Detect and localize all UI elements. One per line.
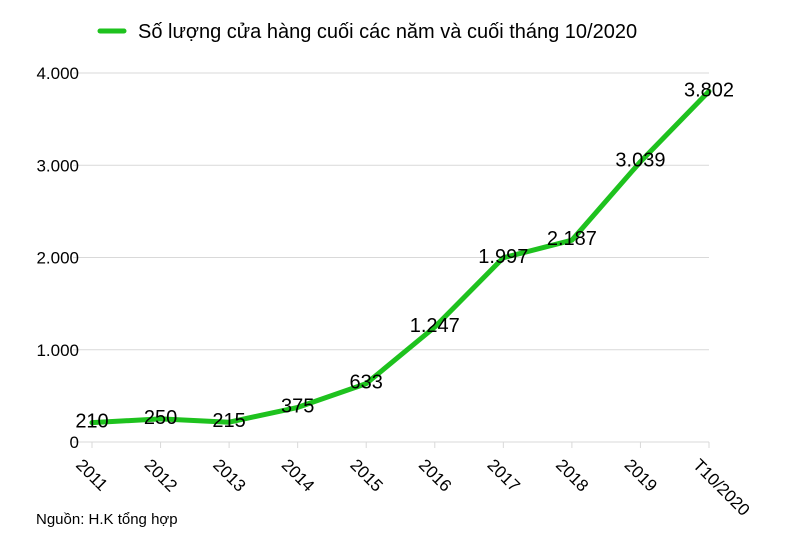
data-label: 3.039 [615, 150, 665, 172]
x-tick-label: 2015 [346, 455, 386, 495]
x-tick-label: 2011 [72, 455, 111, 494]
data-label: 2.187 [547, 228, 597, 250]
x-tick-label: 2012 [141, 455, 181, 495]
data-label: 3.802 [684, 79, 734, 101]
x-tick-label: 2017 [484, 455, 524, 495]
data-label: 633 [350, 372, 383, 394]
data-label: 215 [212, 410, 245, 432]
y-tick-label: 1.000 [36, 341, 79, 360]
legend-label: Số lượng cửa hàng cuối các năm và cuối t… [138, 21, 637, 43]
x-tick-label: 2014 [278, 455, 318, 495]
y-tick-label: 0 [70, 433, 79, 452]
legend: Số lượng cửa hàng cuối các năm và cuối t… [97, 21, 637, 43]
data-labels: 210 250 215 375 633 1.247 1.997 2.187 3.039 3.802 [75, 79, 734, 432]
data-label: 250 [144, 407, 177, 429]
source-note: Nguồn: H.K tổng hợp [36, 511, 178, 528]
x-axis: 2011 2012 2013 2014 2015 2016 2017 2018 2019 T10/… [72, 442, 753, 520]
x-tick-label: 2013 [209, 455, 249, 495]
series-line [89, 88, 712, 426]
x-tick-label: 2019 [621, 455, 661, 495]
data-label: 210 [75, 411, 108, 433]
gridlines [73, 72, 709, 443]
series [89, 88, 712, 426]
y-tick-label: 4.000 [36, 64, 79, 83]
x-tick-label: 2018 [552, 455, 592, 495]
x-tick-label: T10/2020 [689, 455, 753, 519]
x-tick-label: 2016 [415, 455, 455, 495]
y-axis: 0 1.000 2.000 3.000 4.000 [36, 64, 79, 452]
y-tick-label: 3.000 [36, 156, 79, 175]
data-label: 375 [281, 395, 314, 417]
data-label: 1.247 [410, 315, 460, 337]
y-tick-label: 2.000 [36, 249, 79, 268]
data-label: 1.997 [478, 246, 528, 268]
